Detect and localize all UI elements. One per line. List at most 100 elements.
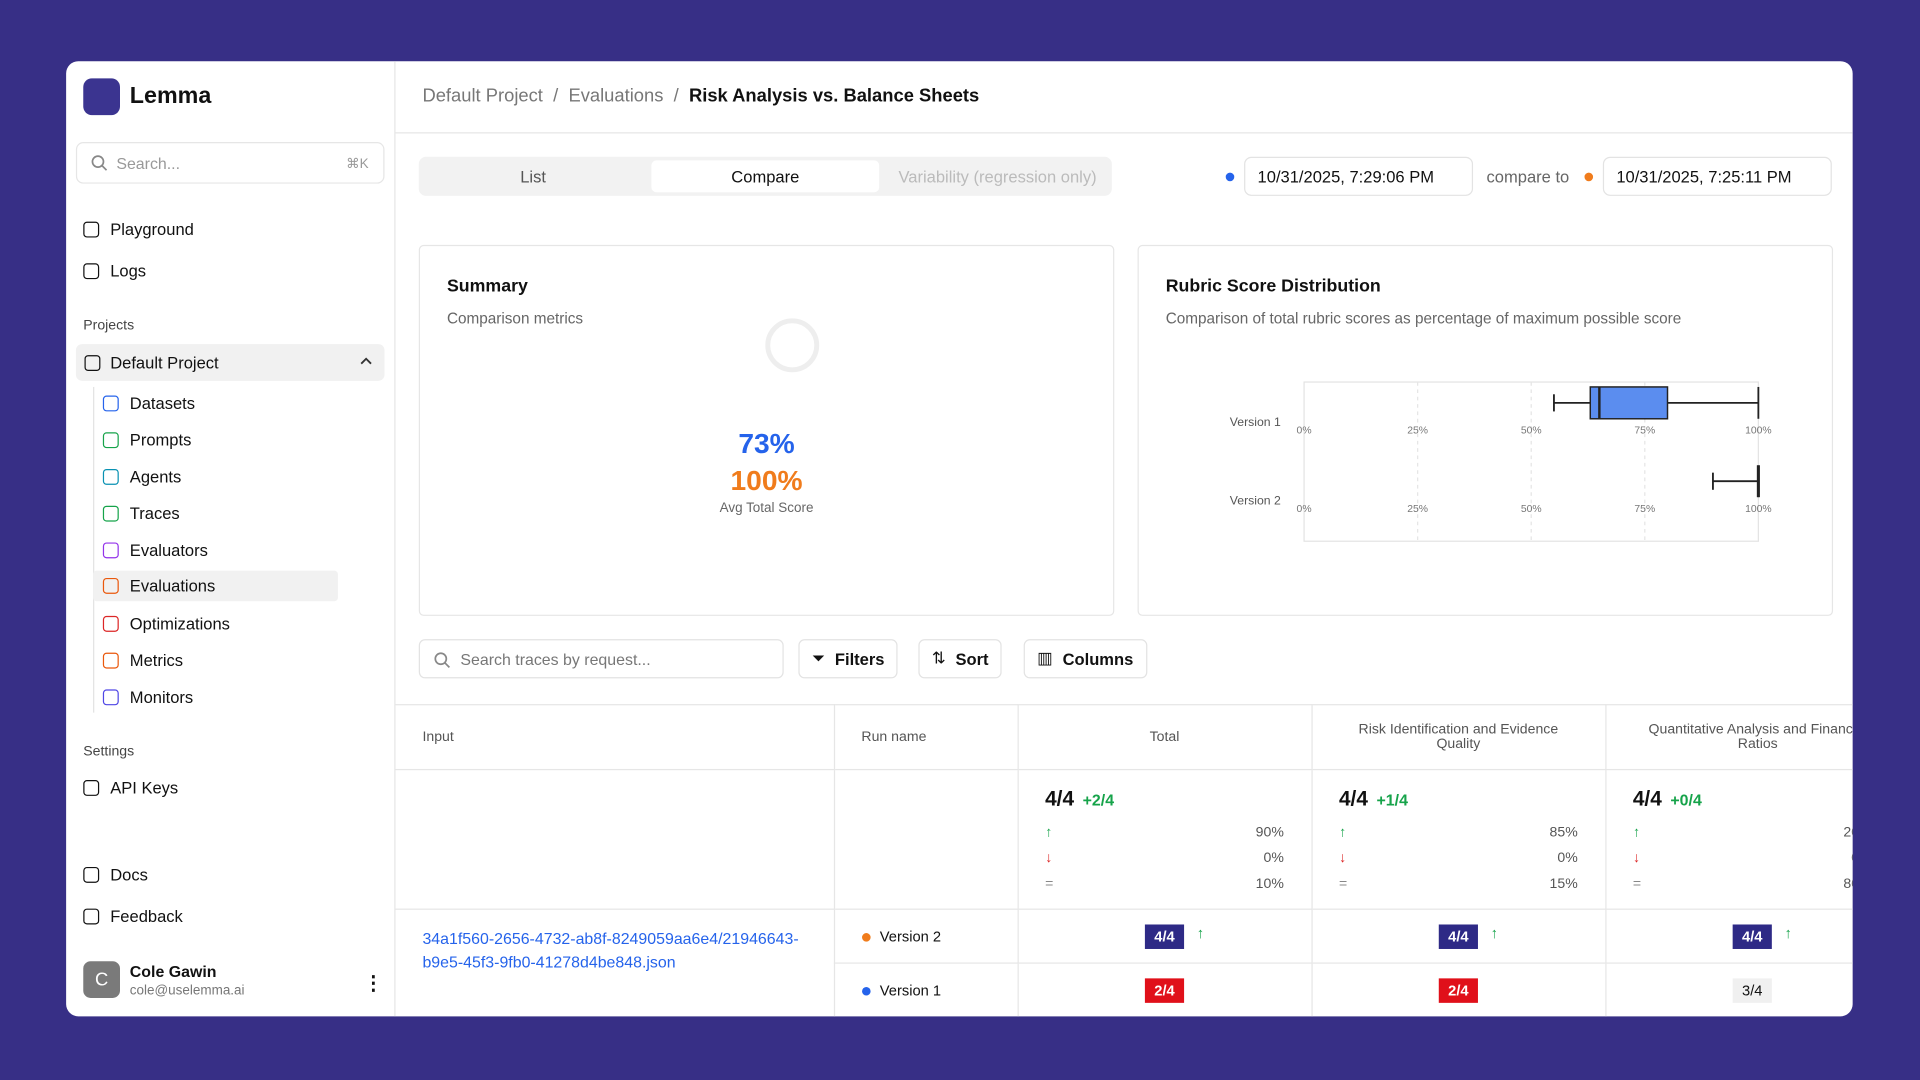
stat-row: ↓ 0% (1045, 845, 1284, 871)
icon (83, 866, 100, 883)
brand-name: Lemma (129, 83, 212, 109)
main: Default Project / Evaluations / Risk Ana… (395, 61, 1853, 1017)
sort-button[interactable]: ⇅ Sort (918, 639, 1003, 679)
user-name: Cole Gawin (129, 962, 217, 981)
summary-panel: Summary Comparison metrics 73% 100% Avg … (418, 244, 1115, 616)
trace-search[interactable]: Search traces by request... (418, 639, 784, 679)
run-dot (1584, 172, 1594, 182)
nav-item[interactable]: Optimizations (102, 614, 230, 634)
run-dot (861, 932, 871, 942)
column-header: Risk Identification and Evidence Quality (1310, 704, 1606, 771)
nav-item[interactable]: Datasets (102, 394, 196, 413)
nav-item[interactable]: Evaluations (93, 570, 338, 602)
project-row[interactable]: Default Project (75, 344, 385, 381)
run-cell: Version 2 (833, 908, 1019, 964)
nav-item[interactable]: Monitors (102, 688, 194, 707)
nav-label: Traces (129, 504, 180, 523)
score-badge: 2/4 (1438, 977, 1479, 1003)
nav-item[interactable]: API Keys (83, 779, 178, 797)
delta: +2/4 (1082, 791, 1115, 810)
box-chart: Version 1 0% 25% 50% 75% 100% Version 2 0% 25% 50… (1230, 381, 1772, 542)
header-text: Quantitative Analysis and Financial Rati… (1648, 722, 1853, 752)
nav-item[interactable]: Docs (83, 866, 148, 884)
score: 4/4 (1045, 787, 1075, 811)
nav-label: Metrics (129, 651, 184, 670)
section-heading: Projects (83, 318, 135, 334)
run-select[interactable]: 10/31/2025, 7:29:06 PM (1244, 156, 1474, 196)
nav-item[interactable]: Feedback (83, 907, 183, 926)
rubric-panel: Rubric Score Distribution Comparison of … (1137, 244, 1834, 616)
column-header: Input (395, 704, 835, 771)
score-line: 4/4 +2/4 (1045, 787, 1284, 811)
nav-item[interactable]: Logs (83, 262, 146, 280)
summary-row: 4/4 +2/4 ↑ 90% ↓ 0% = 10% 4/4 +1/4 ↑ 85% ↓ 0% = 15% 4/4 +… (395, 768, 1853, 910)
score: 4/4 (1632, 787, 1662, 811)
nav-label: Datasets (129, 394, 196, 413)
nav-item[interactable]: Playground (83, 220, 194, 239)
series-label: Version 2 (1230, 493, 1281, 507)
x-tick-label: 50% (1521, 504, 1542, 515)
score-b: 100% (730, 464, 803, 496)
data-row: 34a1f560-2656-4732-ab8f-8249059aa6e4/219… (395, 908, 1853, 1017)
nav-label: Prompts (129, 431, 192, 450)
run-name: Version 2 (879, 927, 942, 945)
tab-active[interactable]: Compare (651, 160, 880, 193)
nav-label: Monitors (129, 688, 194, 707)
stat-row: ↑ 90% (1045, 819, 1284, 845)
score-cell: 4/4 ↑ (1310, 908, 1606, 964)
icon (102, 615, 119, 632)
crumb[interactable]: Default Project (422, 85, 543, 107)
crumb[interactable]: Evaluations (568, 85, 664, 107)
icon (102, 577, 119, 594)
panel-title: Rubric Score Distribution (1165, 276, 1381, 297)
panel-subtitle: Comparison metrics (446, 309, 584, 327)
nav-item[interactable]: Metrics (102, 651, 184, 670)
summary-cell: 4/4 +2/4 ↑ 90% ↓ 0% = 10% (1016, 768, 1313, 910)
score-cell: 2/4 (1310, 962, 1606, 1017)
nav-label: Playground (110, 220, 194, 239)
icon (102, 652, 119, 669)
stat-down: 0% (1263, 850, 1284, 866)
trend-up: ↑ (1490, 923, 1498, 942)
search-placeholder: Search... (116, 154, 181, 173)
logo (83, 78, 121, 116)
nav-label: Optimizations (129, 614, 230, 634)
score: 4/4 (1338, 787, 1368, 811)
stat-icon: ↑ (1632, 824, 1640, 840)
icon (102, 505, 119, 522)
nav-item[interactable]: Prompts (102, 431, 192, 450)
nav-item[interactable]: Agents (102, 468, 181, 486)
delta: +1/4 (1376, 791, 1408, 810)
sidebar: Lemma Search... ⌘K Playground Logs Proje… (66, 61, 396, 1017)
icon (102, 468, 119, 485)
divider (395, 132, 1853, 134)
x-tick-label: 75% (1634, 504, 1655, 515)
icon (102, 395, 119, 412)
icon (102, 689, 119, 706)
delta: +0/4 (1670, 791, 1702, 810)
filter-button[interactable]: ⏷ Filters (798, 639, 898, 679)
search-placeholder: Search traces by request... (460, 650, 651, 669)
button-label: Columns (1062, 649, 1134, 668)
stat-icon: ↓ (1338, 850, 1347, 866)
icon (83, 908, 100, 925)
nav-item[interactable]: Evaluators (102, 541, 208, 560)
x-tick-label: 0% (1297, 504, 1312, 515)
nav-item[interactable]: Traces (102, 504, 180, 523)
box (1589, 386, 1669, 420)
input-link[interactable]: 34a1f560-2656-4732-ab8f-8249059aa6e4/219… (422, 929, 799, 972)
stat-icon: = (1632, 876, 1642, 891)
menu-button[interactable]: ⋮ (363, 973, 384, 995)
columns-button[interactable]: ▥ Columns (1023, 639, 1147, 679)
chevron (360, 357, 372, 365)
run-select[interactable]: 10/31/2025, 7:25:11 PM (1602, 156, 1832, 196)
stat-same: 80% (1843, 876, 1852, 891)
stat-down: 0% (1851, 850, 1852, 865)
score-badge: 4/4 (1438, 923, 1479, 949)
stat-down: 0% (1557, 850, 1578, 866)
tab[interactable]: List (520, 167, 546, 186)
score-badge: 4/4 (1732, 923, 1773, 949)
search[interactable]: Search... ⌘K (75, 142, 385, 184)
trend-up: ↑ (1784, 923, 1792, 942)
